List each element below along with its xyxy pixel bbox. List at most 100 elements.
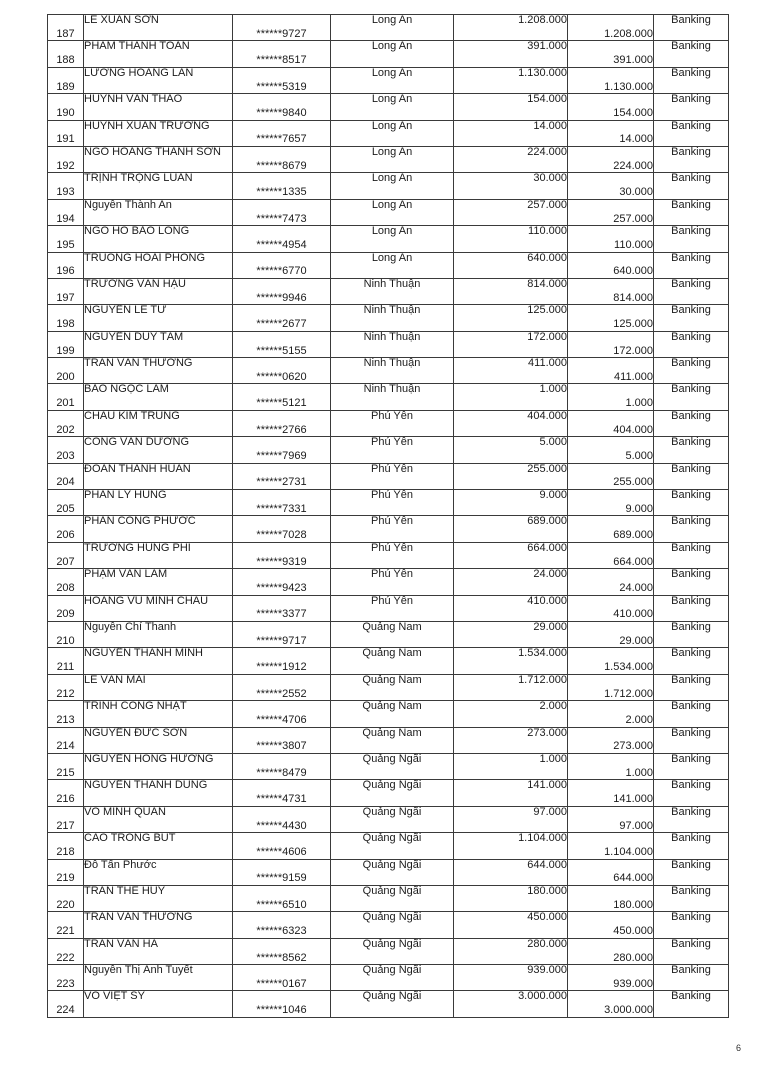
amount: 391.000 [453,40,568,68]
customer-name: Đỗ Tấn Phước [83,858,233,886]
payment-method: Banking [653,251,729,279]
row-index: 190 [47,93,84,121]
table-row: 222 TRẦN VĂN HÀ ******8562 Quảng Ngãi 28… [47,937,729,966]
province: Phú Yên [330,436,454,464]
customer-name: Nguyễn Chí Thanh [83,620,233,649]
amount: 172.000 [453,330,568,359]
masked-account: ******8679 [232,145,331,174]
row-index: 211 [47,647,84,675]
payment-method: Banking [653,383,729,411]
table-row: 223 Nguyễn Thị Ánh Tuyết ******0167 Quản… [47,964,729,992]
masked-account: ******6323 [232,911,331,939]
customer-name: HUỲNH XUÂN TRƯỜNG [83,119,233,147]
amount: 1.208.000 [453,13,568,42]
table-row: 199 NGUYỄN DUY TÂM ******5155 Ninh Thuận… [47,330,729,359]
row-index: 201 [47,383,84,411]
table-row: 215 NGUYỄN HỒNG HƯƠNG ******8479 Quảng N… [47,752,729,781]
table-row: 198 NGUYỄN LÊ TỬ ******2677 Ninh Thuận 1… [47,304,729,332]
payment-method: Banking [653,40,729,68]
table-row: 204 ĐOÀN THANH HUÂN ******2731 Phú Yên 2… [47,462,729,491]
payment-method: Banking [653,119,729,147]
table-row: 224 VÕ VIỆT SỸ ******1046 Quảng Ngãi 3.0… [47,990,729,1018]
payment-method: Banking [653,541,729,570]
amount: 5.000 [453,436,568,464]
amount-repeat: 450.000 [567,911,654,939]
customer-name: TRUONG HOAI PHONG [83,251,233,279]
masked-account: ******2677 [232,304,331,332]
payment-method: Banking [653,13,729,42]
masked-account: ******9319 [232,541,331,570]
payment-method: Banking [653,462,729,491]
masked-account: ******8517 [232,40,331,68]
customer-name: PHAM THANH TOAN [83,40,233,68]
row-index: 208 [47,568,84,596]
masked-account: ******3807 [232,726,331,754]
table-row: 201 BẢO NGỌC LÂM ******5121 Ninh Thuận 1… [47,383,729,411]
masked-account: ******6770 [232,251,331,279]
payment-method: Banking [653,937,729,966]
payment-method: Banking [653,409,729,438]
table-row: 214 NGUYỄN ĐỨC SƠN ******3807 Quảng Nam … [47,726,729,754]
table-row: 190 HUỲNH VĂN THẢO ******9840 Long An 15… [47,93,729,121]
row-index: 217 [47,805,84,834]
row-index: 215 [47,752,84,781]
amount-repeat: 97.000 [567,805,654,834]
customer-name: NGUYỄN ĐỨC SƠN [83,726,233,754]
amount-repeat: 154.000 [567,93,654,121]
province: Quảng Ngãi [330,990,454,1018]
customer-name: TRÌNH CÔNG NHẬT [83,700,233,728]
masked-account: ******0167 [232,964,331,992]
payment-method: Banking [653,673,729,702]
payment-method: Banking [653,779,729,807]
province: Phú Yên [330,541,454,570]
amount-repeat: 9.000 [567,489,654,517]
row-index: 192 [47,145,84,174]
amount: 29.000 [453,620,568,649]
page-number: 6 [736,1043,742,1053]
row-index: 210 [47,620,84,649]
customer-name: TRƯƠNG VĂN HẬU [83,277,233,306]
customer-name: Nguyễn Thành An [83,198,233,227]
row-index: 221 [47,911,84,939]
payment-method: Banking [653,700,729,728]
amount: 644.000 [453,858,568,886]
masked-account: ******2766 [232,409,331,438]
masked-account: ******9946 [232,277,331,306]
province: Long An [330,145,454,174]
masked-account: ******1912 [232,647,331,675]
customer-name: CAO TRONG BUT [83,832,233,860]
row-index: 216 [47,779,84,807]
amount-repeat: 110.000 [567,225,654,253]
masked-account: ******7657 [232,119,331,147]
payment-method: Banking [653,304,729,332]
row-index: 202 [47,409,84,438]
masked-account: ******8562 [232,937,331,966]
amount-repeat: 689.000 [567,515,654,543]
table-row: 211 NGUYỄN THANH MINH ******1912 Quảng N… [47,647,729,675]
row-index: 220 [47,884,84,913]
amount-repeat: 1.712.000 [567,673,654,702]
amount: 411.000 [453,357,568,385]
masked-account: ******8479 [232,752,331,781]
province: Quảng Nam [330,726,454,754]
table-row: 202 CHÂU KIM TRUNG ******2766 Phú Yên 40… [47,409,729,438]
masked-account: ******9159 [232,858,331,886]
amount-repeat: 180.000 [567,884,654,913]
payment-method: Banking [653,858,729,886]
customer-name: PHẠM VĂN LÂM [83,568,233,596]
customer-name: PHAN LÝ HÙNG [83,489,233,517]
table-row: 188 PHAM THANH TOAN ******8517 Long An 3… [47,40,729,68]
row-index: 218 [47,832,84,860]
row-index: 207 [47,541,84,570]
row-index: 197 [47,277,84,306]
amount-repeat: 1.104.000 [567,832,654,860]
payment-method: Banking [653,620,729,649]
amount: 3.000.000 [453,990,568,1018]
province: Ninh Thuận [330,277,454,306]
amount-repeat: 814.000 [567,277,654,306]
table-row: 209 HOÀNG VŨ MINH CHÂU ******3377 Phú Yê… [47,594,729,622]
province: Long An [330,251,454,279]
payment-method: Banking [653,198,729,227]
amount: 1.000 [453,752,568,781]
